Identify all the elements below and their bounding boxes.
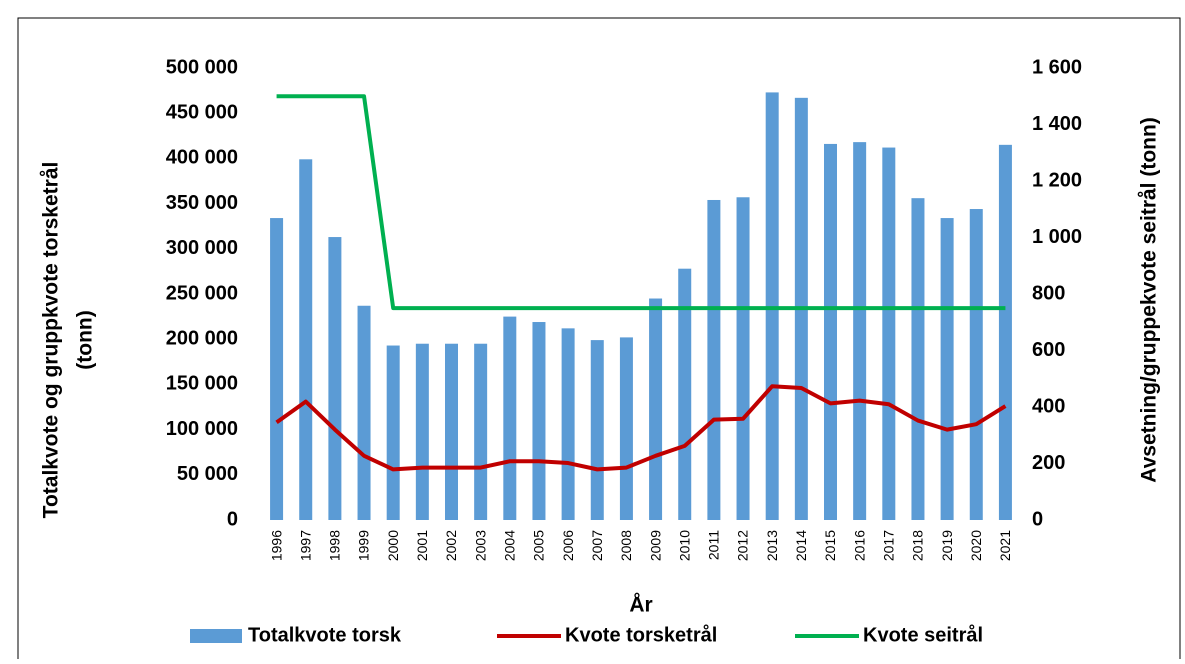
x-tick-label: 2016 <box>851 530 867 561</box>
bar <box>590 340 604 520</box>
y-axis-title: Totalkvote og gruppkvote torsketrål (ton… <box>40 162 97 519</box>
y2-tick-label: 1 600 <box>1032 56 1082 78</box>
x-tick-label: 2008 <box>618 530 634 561</box>
bar <box>474 343 488 520</box>
x-tick-label: 1996 <box>268 530 284 561</box>
x-tick-label: 2004 <box>502 530 518 561</box>
bar <box>386 345 400 520</box>
bar <box>328 237 342 520</box>
x-tick-label: 2012 <box>735 530 751 561</box>
y2-tick-label: 0 <box>1032 508 1043 530</box>
bar <box>561 328 575 520</box>
legend-label: Kvote torsketrål <box>565 623 717 646</box>
line <box>276 94 1006 311</box>
x-tick-label: 2006 <box>560 530 576 561</box>
bar <box>649 298 663 520</box>
x-tick-label: 2010 <box>676 530 692 561</box>
y-tick-label: 100 000 <box>166 418 238 440</box>
x-tick-label: 2000 <box>385 530 401 561</box>
y2-tick-label: 800 <box>1032 282 1065 304</box>
y-tick-label: 150 000 <box>166 373 238 395</box>
legend-label: Kvote seitrål <box>863 623 983 646</box>
x-tick-label: 2007 <box>589 530 605 561</box>
bar <box>532 322 546 520</box>
bar <box>707 199 721 520</box>
y-tick-label: 50 000 <box>177 463 238 485</box>
y2-axis-title: Avsetning/gruppekvote seitrål (tonn) <box>1138 117 1161 483</box>
y-axis-title-line: (tonn) <box>74 310 97 369</box>
x-tick-label: 1998 <box>327 530 343 561</box>
y2-tick-label: 200 <box>1032 452 1065 474</box>
y-tick-label: 350 000 <box>166 192 238 214</box>
x-tick-label: 2018 <box>910 530 926 561</box>
y2-tick-label: 1 000 <box>1032 226 1082 248</box>
y-tick-label: 500 000 <box>166 56 238 78</box>
bar <box>853 142 867 521</box>
line <box>275 384 1007 472</box>
y-tick-label: 300 000 <box>166 237 238 259</box>
chart-frame <box>17 17 1181 664</box>
x-tick-label: 2011 <box>706 530 722 560</box>
bar <box>270 218 284 520</box>
x-tick-label: 1999 <box>356 530 372 561</box>
x-axis-title: År <box>629 593 652 617</box>
x-tick-label: 2019 <box>939 530 955 561</box>
y2-tick-label: 400 <box>1032 395 1065 417</box>
y-tick-label: 400 000 <box>166 147 238 169</box>
x-tick-label: 2002 <box>443 530 459 561</box>
x-tick-label: 2013 <box>764 530 780 561</box>
bar <box>678 268 692 520</box>
bar <box>445 343 458 520</box>
y-axis-title-line: Totalkvote og gruppkvote torsketrål <box>40 162 63 519</box>
bar <box>619 337 633 520</box>
bar <box>736 197 750 520</box>
legend-label: Totalkvote torsk <box>248 624 402 646</box>
y-tick-label: 250 000 <box>166 282 238 304</box>
x-tick-label: 2020 <box>968 530 984 561</box>
x-tick-label: 1997 <box>297 530 313 561</box>
y-tick-label: 0 <box>227 508 238 530</box>
bar <box>824 143 837 520</box>
y2-tick-label: 1 200 <box>1032 169 1082 191</box>
bar <box>357 305 371 520</box>
x-tick-label: 2009 <box>647 530 663 561</box>
bar <box>998 144 1012 520</box>
bar <box>415 343 429 520</box>
x-tick-label: 2005 <box>531 530 547 561</box>
x-tick-label: 2003 <box>472 530 488 561</box>
bar <box>882 147 896 520</box>
y-tick-label: 200 000 <box>166 327 238 349</box>
y2-tick-label: 600 <box>1032 339 1065 361</box>
bar <box>503 316 517 520</box>
x-tick-label: 2014 <box>793 530 809 561</box>
legend-swatch <box>190 629 242 643</box>
bar <box>969 209 983 521</box>
y2-tick-label: 1 400 <box>1032 113 1082 135</box>
x-tick-label: 2017 <box>881 530 897 561</box>
x-tick-label: 2015 <box>822 530 838 561</box>
x-tick-label: 2021 <box>997 530 1013 561</box>
y-tick-label: 450 000 <box>166 101 238 123</box>
x-tick-label: 2001 <box>414 530 430 561</box>
bar <box>911 198 925 520</box>
bar <box>299 159 313 520</box>
bar <box>940 218 954 520</box>
